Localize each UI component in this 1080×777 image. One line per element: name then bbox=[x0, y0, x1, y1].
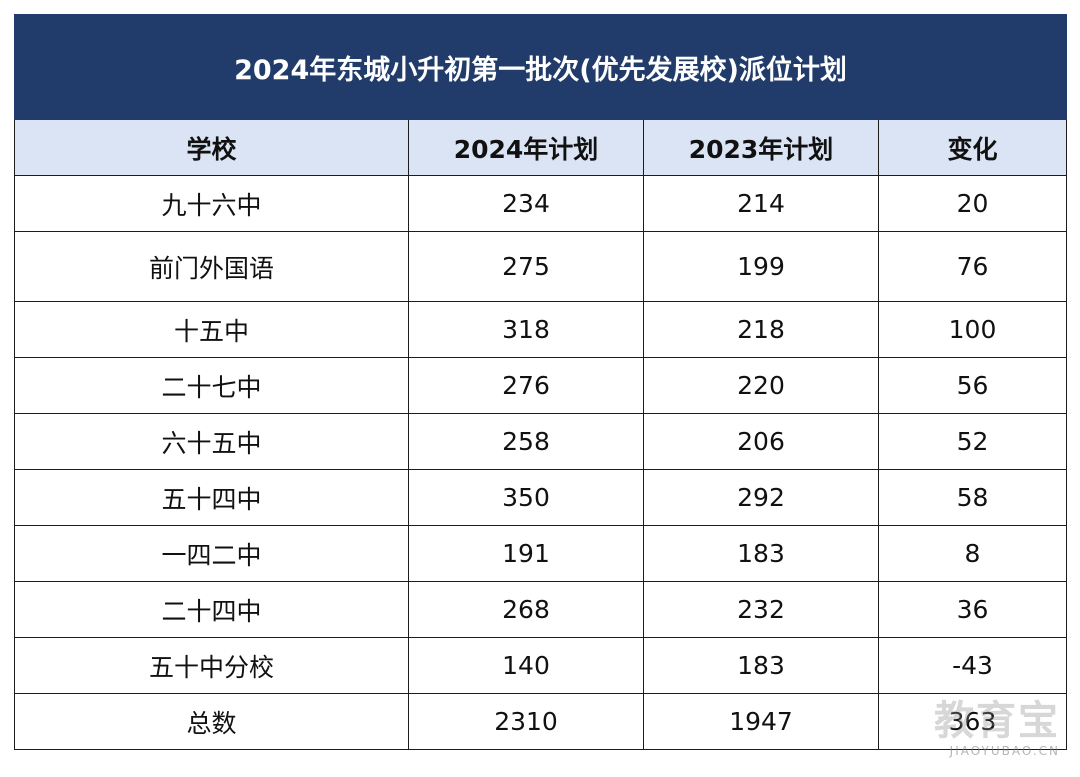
cell-change: 76 bbox=[877, 231, 1068, 302]
table-row: 二十七中 276 220 56 bbox=[14, 357, 1068, 414]
cell-change: 100 bbox=[877, 301, 1068, 358]
cell-school: 一四二中 bbox=[14, 525, 409, 582]
cell-plan-2023: 220 bbox=[643, 357, 879, 414]
table-row: 二十四中 268 232 36 bbox=[14, 581, 1068, 638]
header-plan-2024: 2024年计划 bbox=[408, 119, 644, 176]
plan-table: 2024年东城小升初第一批次(优先发展校)派位计划 学校 2024年计划 202… bbox=[13, 14, 1068, 750]
cell-plan-2023: 214 bbox=[643, 175, 879, 232]
cell-change: -43 bbox=[877, 637, 1068, 694]
cell-plan-2024: 140 bbox=[408, 637, 644, 694]
table-row: 九十六中 234 214 20 bbox=[14, 175, 1068, 232]
cell-plan-2023: 218 bbox=[643, 301, 879, 358]
cell-school: 五十四中 bbox=[14, 469, 409, 526]
cell-total-plan-2023: 1947 bbox=[643, 693, 879, 750]
header-row: 学校 2024年计划 2023年计划 变化 bbox=[14, 119, 1068, 176]
cell-school: 九十六中 bbox=[14, 175, 409, 232]
cell-school: 二十七中 bbox=[14, 357, 409, 414]
cell-plan-2024: 258 bbox=[408, 413, 644, 470]
table-row-total: 总数 2310 1947 363 bbox=[14, 693, 1068, 750]
cell-school: 前门外国语 bbox=[14, 231, 409, 302]
cell-plan-2023: 206 bbox=[643, 413, 879, 470]
table-row: 前门外国语 275 199 76 bbox=[14, 231, 1068, 302]
cell-plan-2023: 183 bbox=[643, 637, 879, 694]
cell-plan-2023: 232 bbox=[643, 581, 879, 638]
cell-plan-2024: 350 bbox=[408, 469, 644, 526]
cell-change: 36 bbox=[877, 581, 1068, 638]
cell-plan-2023: 292 bbox=[643, 469, 879, 526]
table-row: 五十中分校 140 183 -43 bbox=[14, 637, 1068, 694]
cell-change: 56 bbox=[877, 357, 1068, 414]
table-row: 五十四中 350 292 58 bbox=[14, 469, 1068, 526]
cell-change: 8 bbox=[877, 525, 1068, 582]
cell-change: 20 bbox=[877, 175, 1068, 232]
cell-plan-2024: 268 bbox=[408, 581, 644, 638]
header-change: 变化 bbox=[877, 119, 1068, 176]
cell-school: 六十五中 bbox=[14, 413, 409, 470]
cell-total-change: 363 bbox=[877, 693, 1068, 750]
cell-total-plan-2024: 2310 bbox=[408, 693, 644, 750]
cell-plan-2024: 191 bbox=[408, 525, 644, 582]
cell-school: 五十中分校 bbox=[14, 637, 409, 694]
cell-change: 52 bbox=[877, 413, 1068, 470]
header-plan-2023: 2023年计划 bbox=[643, 119, 879, 176]
title-row: 2024年东城小升初第一批次(优先发展校)派位计划 bbox=[13, 14, 1068, 120]
header-school: 学校 bbox=[14, 119, 409, 176]
cell-plan-2024: 234 bbox=[408, 175, 644, 232]
cell-plan-2024: 318 bbox=[408, 301, 644, 358]
cell-school: 二十四中 bbox=[14, 581, 409, 638]
table-row: 一四二中 191 183 8 bbox=[14, 525, 1068, 582]
cell-plan-2024: 275 bbox=[408, 231, 644, 302]
cell-plan-2023: 199 bbox=[643, 231, 879, 302]
cell-school: 十五中 bbox=[14, 301, 409, 358]
cell-plan-2024: 276 bbox=[408, 357, 644, 414]
table-title: 2024年东城小升初第一批次(优先发展校)派位计划 bbox=[13, 14, 1068, 120]
table-row: 十五中 318 218 100 bbox=[14, 301, 1068, 358]
cell-total-label: 总数 bbox=[14, 693, 409, 750]
plan-table-container: 2024年东城小升初第一批次(优先发展校)派位计划 学校 2024年计划 202… bbox=[13, 14, 1068, 750]
cell-plan-2023: 183 bbox=[643, 525, 879, 582]
table-row: 六十五中 258 206 52 bbox=[14, 413, 1068, 470]
cell-change: 58 bbox=[877, 469, 1068, 526]
